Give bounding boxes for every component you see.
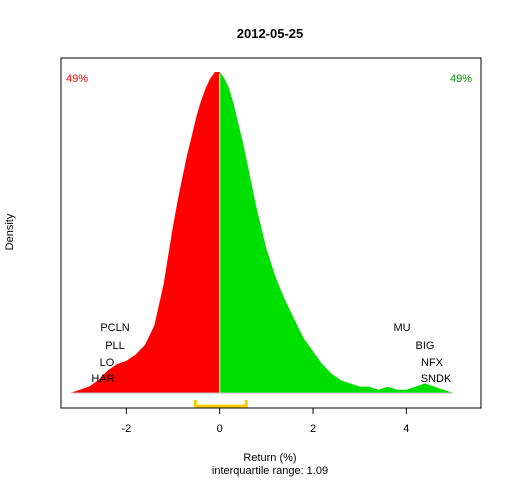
y-axis-label: Density <box>4 213 16 250</box>
x-axis: -2 0 2 4 <box>121 408 409 435</box>
left-ticker-label: LO <box>100 357 115 369</box>
x-tick-label: 0 <box>217 423 223 435</box>
left-ticker-label: PCLN <box>100 322 129 334</box>
x-axis-label: Return (%) <box>243 452 296 464</box>
plot-frame <box>60 57 482 409</box>
right-ticker-label: BIG <box>416 340 435 352</box>
right-ticker-label: MU <box>393 322 410 334</box>
negative-share-label: 49% <box>66 73 88 85</box>
right-ticker-label: NFX <box>421 357 444 369</box>
x-tick-label: 2 <box>310 423 316 435</box>
left-ticker-label: PLL <box>105 340 125 352</box>
x-tick-label: -2 <box>121 423 131 435</box>
x-tick-label: 4 <box>403 423 409 435</box>
iqr-bracket <box>193 400 248 408</box>
chart-title: 2012-05-25 <box>237 26 304 41</box>
left-ticker-label: HAR <box>91 373 114 385</box>
positive-share-label: 49% <box>450 73 472 85</box>
iqr-caption: interquartile range: 1.09 <box>212 465 328 477</box>
negative-density-area <box>70 72 220 393</box>
right-ticker-label: SNDK <box>421 373 452 385</box>
positive-density-area <box>219 72 453 393</box>
